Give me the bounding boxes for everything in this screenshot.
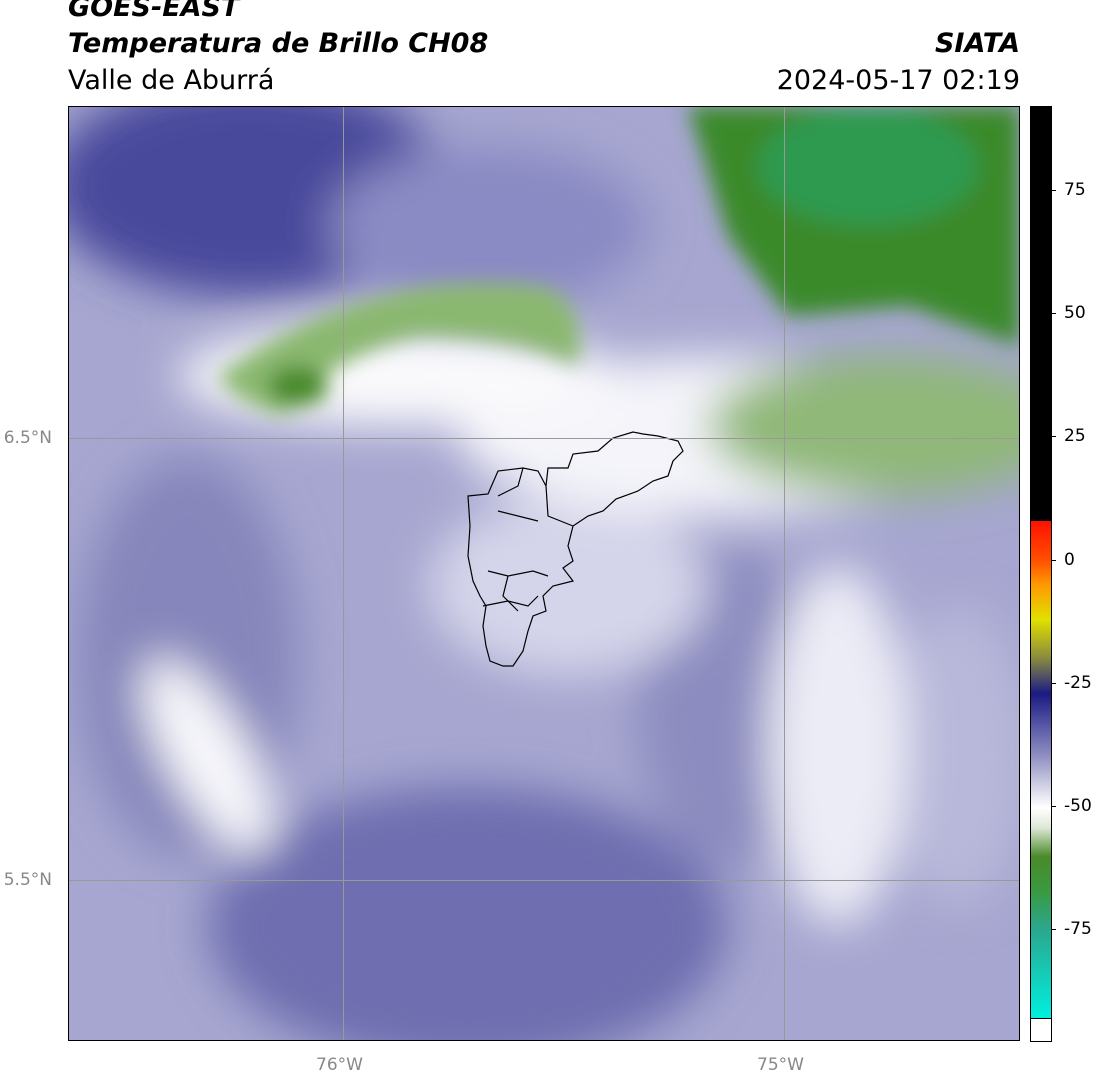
grid-line bbox=[69, 880, 1019, 881]
colorbar-tick-label: 0 bbox=[1064, 549, 1075, 570]
region: Valle de Aburrá bbox=[68, 65, 275, 96]
colorbar-tick-label: -75 bbox=[1064, 919, 1092, 940]
colorbar-tick-label: 50 bbox=[1064, 303, 1086, 324]
grid-line bbox=[69, 438, 1019, 439]
map-frame bbox=[68, 106, 1020, 1041]
lat-label: 6.5°N bbox=[3, 428, 52, 448]
colorbar-tick bbox=[1051, 559, 1056, 561]
subtitle: Temperatura de Brillo CH08 bbox=[68, 28, 489, 59]
municipal-boundaries bbox=[467, 431, 684, 667]
colorbar-tick bbox=[1051, 806, 1056, 808]
colorbar-tick-label: -25 bbox=[1064, 672, 1092, 693]
colorbar-tick-label: 25 bbox=[1064, 426, 1086, 447]
grid-line bbox=[343, 107, 344, 1040]
title: GOES-EAST bbox=[68, 0, 240, 23]
colorbar-tick bbox=[1051, 313, 1056, 315]
colorbar-tick bbox=[1051, 682, 1056, 684]
colorbar-extension bbox=[1030, 1018, 1052, 1042]
colorbar bbox=[1030, 106, 1052, 1019]
map bbox=[68, 106, 1020, 1041]
datetime: 2024-05-17 02:19 bbox=[776, 65, 1020, 96]
grid-line bbox=[784, 107, 785, 1040]
lat-label: 5.5°N bbox=[3, 870, 52, 890]
lon-label: 76°W bbox=[316, 1055, 363, 1075]
colorbar-tick bbox=[1051, 189, 1056, 191]
colorbar-tick bbox=[1051, 436, 1056, 438]
colorbar-tick-label: 75 bbox=[1064, 179, 1086, 200]
lon-label: 75°W bbox=[757, 1055, 804, 1075]
colorbar-tick bbox=[1051, 929, 1056, 931]
imagery bbox=[68, 106, 1020, 1041]
colorbar-tick-label: -50 bbox=[1064, 796, 1092, 817]
source: SIATA bbox=[934, 28, 1020, 59]
